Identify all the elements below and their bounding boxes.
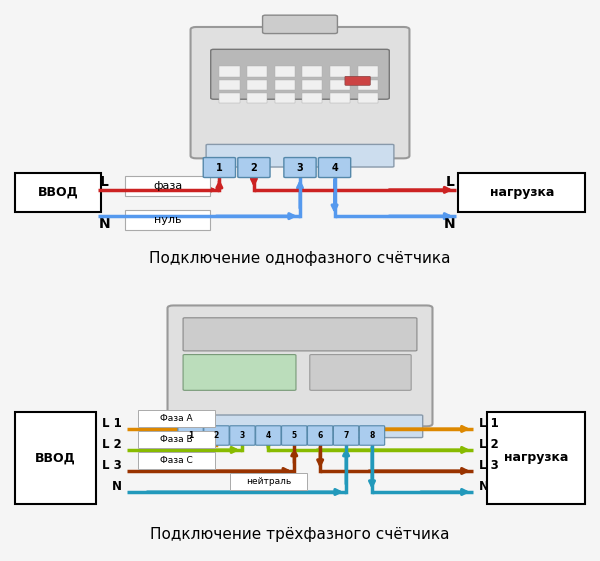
FancyBboxPatch shape <box>281 426 307 445</box>
FancyBboxPatch shape <box>330 80 350 90</box>
FancyBboxPatch shape <box>487 412 585 504</box>
Text: N: N <box>112 480 121 493</box>
Text: L: L <box>100 175 109 189</box>
Text: N: N <box>98 217 110 231</box>
FancyBboxPatch shape <box>125 176 209 196</box>
FancyBboxPatch shape <box>358 93 378 103</box>
FancyBboxPatch shape <box>167 305 433 426</box>
Text: ВВОД: ВВОД <box>38 186 79 199</box>
FancyBboxPatch shape <box>137 452 215 469</box>
Text: Подключение однофазного счётчика: Подключение однофазного счётчика <box>149 251 451 266</box>
FancyBboxPatch shape <box>319 158 350 177</box>
Text: 5: 5 <box>292 431 297 440</box>
Text: нейтраль: нейтраль <box>245 477 291 486</box>
Text: L 1: L 1 <box>479 417 499 430</box>
FancyBboxPatch shape <box>359 426 385 445</box>
Text: L 3: L 3 <box>479 459 499 472</box>
FancyBboxPatch shape <box>220 80 239 90</box>
FancyBboxPatch shape <box>183 355 296 390</box>
Text: Фаза В: Фаза В <box>160 435 193 444</box>
FancyBboxPatch shape <box>230 473 307 490</box>
FancyBboxPatch shape <box>178 426 203 445</box>
Text: нагрузка: нагрузка <box>504 452 568 465</box>
FancyBboxPatch shape <box>238 158 270 177</box>
FancyBboxPatch shape <box>256 426 281 445</box>
FancyBboxPatch shape <box>191 27 409 158</box>
FancyBboxPatch shape <box>284 158 316 177</box>
FancyBboxPatch shape <box>204 426 229 445</box>
FancyBboxPatch shape <box>330 93 350 103</box>
Text: L 1: L 1 <box>101 417 121 430</box>
Text: ВВОД: ВВОД <box>35 452 76 465</box>
FancyBboxPatch shape <box>125 210 209 230</box>
Text: 1: 1 <box>188 431 193 440</box>
FancyBboxPatch shape <box>137 410 215 427</box>
Text: 3: 3 <box>296 163 304 173</box>
FancyBboxPatch shape <box>247 66 267 77</box>
FancyBboxPatch shape <box>302 93 322 103</box>
Text: нагрузка: нагрузка <box>490 186 554 199</box>
Text: 7: 7 <box>343 431 349 440</box>
FancyBboxPatch shape <box>263 15 337 34</box>
Text: 8: 8 <box>370 431 374 440</box>
FancyBboxPatch shape <box>302 80 322 90</box>
FancyBboxPatch shape <box>178 415 422 438</box>
Text: нуль: нуль <box>154 215 181 225</box>
Text: L 2: L 2 <box>479 438 499 451</box>
Text: Подключение трёхфазного счётчика: Подключение трёхфазного счётчика <box>150 527 450 541</box>
Text: N: N <box>479 480 488 493</box>
FancyBboxPatch shape <box>211 49 389 99</box>
Text: L 2: L 2 <box>101 438 121 451</box>
Text: 4: 4 <box>331 163 338 173</box>
Text: фаза: фаза <box>153 181 182 191</box>
FancyBboxPatch shape <box>307 426 333 445</box>
FancyBboxPatch shape <box>220 93 239 103</box>
FancyBboxPatch shape <box>203 158 235 177</box>
Text: Фаза С: Фаза С <box>160 456 193 465</box>
Text: 6: 6 <box>317 431 323 440</box>
FancyBboxPatch shape <box>310 355 411 390</box>
Text: 4: 4 <box>266 431 271 440</box>
Text: 1: 1 <box>216 163 223 173</box>
FancyBboxPatch shape <box>358 80 378 90</box>
FancyBboxPatch shape <box>458 173 585 212</box>
FancyBboxPatch shape <box>247 93 267 103</box>
FancyBboxPatch shape <box>206 144 394 167</box>
FancyBboxPatch shape <box>275 93 295 103</box>
Text: 2: 2 <box>251 163 257 173</box>
Text: L 3: L 3 <box>101 459 121 472</box>
FancyBboxPatch shape <box>15 173 101 212</box>
Text: N: N <box>444 217 455 231</box>
Text: 3: 3 <box>240 431 245 440</box>
FancyBboxPatch shape <box>220 66 239 77</box>
FancyBboxPatch shape <box>330 66 350 77</box>
FancyBboxPatch shape <box>137 431 215 448</box>
FancyBboxPatch shape <box>345 76 370 85</box>
FancyBboxPatch shape <box>230 426 255 445</box>
FancyBboxPatch shape <box>247 80 267 90</box>
FancyBboxPatch shape <box>334 426 359 445</box>
FancyBboxPatch shape <box>302 66 322 77</box>
FancyBboxPatch shape <box>275 80 295 90</box>
FancyBboxPatch shape <box>275 66 295 77</box>
Text: 2: 2 <box>214 431 219 440</box>
FancyBboxPatch shape <box>358 66 378 77</box>
Text: L: L <box>445 175 454 189</box>
FancyBboxPatch shape <box>15 412 95 504</box>
Text: Фаза А: Фаза А <box>160 414 193 423</box>
FancyBboxPatch shape <box>183 318 417 351</box>
